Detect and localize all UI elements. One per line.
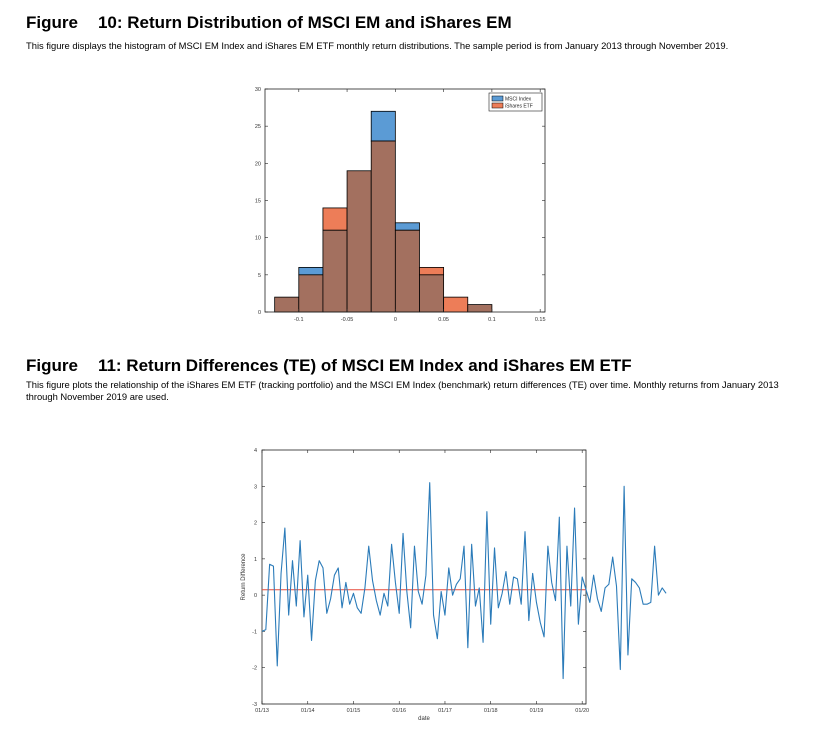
histogram-chart: 0 5 10 15 20 25 30 -0.1 -0.05 0 0.05 0.1 0.15 MSCI In…: [255, 87, 546, 323]
x-tick-label: 0: [394, 317, 397, 323]
y-tick-label: 2: [254, 521, 257, 527]
line-chart-axes-box: [261, 449, 587, 705]
histogram-bar: [322, 229, 348, 313]
y-tick-label: 25: [255, 124, 261, 130]
y-tick-label: -3: [252, 702, 257, 708]
figure-10-label: Figure: [26, 13, 78, 32]
x-tick-label: 01/14: [301, 708, 315, 714]
x-tick-label: 0.05: [438, 317, 449, 323]
legend-swatch: [491, 102, 504, 109]
y-tick-label: 1: [254, 557, 257, 563]
x-tick-label: 0.1: [488, 317, 496, 323]
histogram-bar: [394, 229, 420, 313]
x-tick-label: 01/20: [575, 708, 589, 714]
x-tick-label: 01/16: [392, 708, 406, 714]
msci-bar-excess: [298, 266, 324, 276]
x-tick-label: 01/18: [484, 708, 498, 714]
y-tick-label: 20: [255, 161, 261, 167]
return-difference-line: [261, 482, 667, 680]
y-tick-label: 0: [258, 310, 261, 316]
y-tick-label: 30: [255, 87, 261, 93]
figure-11-heading: 11: Return Differences (TE) of MSCI EM I…: [97, 356, 632, 375]
ishares-bar-excess: [443, 296, 469, 313]
x-tick-label: 01/17: [438, 708, 452, 714]
x-tick-label: 01/19: [530, 708, 544, 714]
y-tick-label: 3: [254, 484, 257, 490]
x-axis-label: date: [418, 716, 430, 722]
x-tick-label: -0.05: [341, 317, 354, 323]
legend-swatch: [491, 95, 504, 102]
msci-bar-excess: [370, 110, 396, 142]
msci-bar-excess: [394, 222, 420, 231]
histogram-bar: [298, 274, 324, 313]
y-tick-label: 4: [254, 448, 257, 454]
legend-label: iShares ETF: [505, 104, 533, 110]
x-tick-label: 01/15: [347, 708, 361, 714]
x-tick-label: 0.15: [535, 317, 546, 323]
ishares-bar-excess: [419, 266, 445, 276]
y-axis-label: Return Difference: [241, 553, 247, 601]
histogram-bar: [370, 140, 396, 313]
histogram-bar: [346, 170, 372, 313]
return-difference-chart: -3 -2 -1 0 1 2 3 4 01/13 01/14 01/15 01/16 01/17 01/1…: [241, 448, 667, 722]
figure-11-label: Figure: [26, 356, 78, 375]
histogram-bar: [274, 296, 300, 313]
y-tick-label: 10: [255, 236, 261, 242]
y-tick-label: -1: [252, 629, 257, 635]
histogram-bar: [467, 304, 493, 313]
figure-10-heading: 10: Return Distribution of MSCI EM and i…: [97, 13, 512, 32]
y-tick-label: -2: [252, 666, 257, 672]
figure-10-title: Figure 10: Return Distribution of MSCI EM…: [26, 13, 512, 33]
y-tick-label: 15: [255, 199, 261, 205]
figure-11-title: Figure 11: Return Differences (TE) of MSC…: [26, 356, 632, 376]
figure-10-caption: This figure displays the histogram of MS…: [26, 40, 729, 51]
histogram-bar: [419, 274, 445, 313]
y-tick-label: 0: [254, 593, 257, 599]
legend-label: MSCI Index: [505, 97, 532, 103]
y-tick-label: 5: [258, 273, 261, 279]
figure-11-caption: This figure plots the relationship of th…: [26, 379, 779, 402]
x-tick-label: -0.1: [294, 317, 303, 323]
x-tick-label: 01/13: [255, 708, 269, 714]
ishares-bar-excess: [322, 207, 348, 231]
